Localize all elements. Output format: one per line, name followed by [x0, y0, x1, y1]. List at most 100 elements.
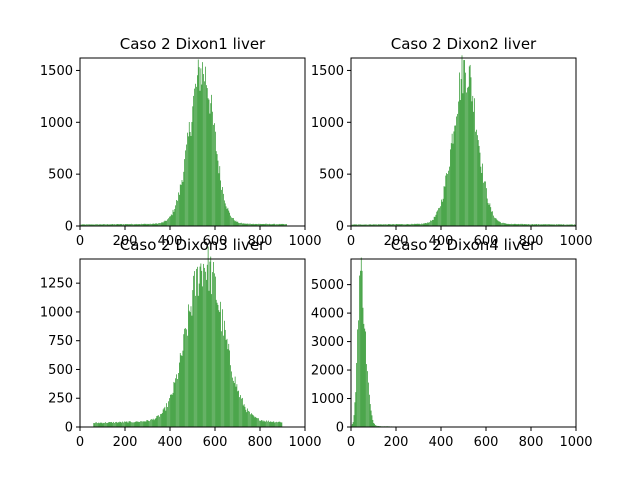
histogram-bar: [233, 220, 235, 226]
histogram-bar: [500, 222, 501, 226]
x-tick-label: 800: [248, 234, 273, 249]
x-axis-dixon1: 0 200 400 600 800 1000: [76, 226, 322, 249]
histogram-bar: [541, 224, 543, 226]
histogram-bar: [503, 222, 504, 226]
histogram-bar: [167, 407, 168, 427]
histogram-bar: [251, 414, 253, 427]
histogram-bar: [450, 149, 451, 226]
histogram-bar: [569, 224, 571, 226]
x-tick-label: 200: [113, 435, 138, 450]
histogram-bar: [210, 103, 212, 226]
histogram-bar: [192, 290, 194, 427]
histogram-bar: [226, 338, 228, 427]
histogram-bar: [198, 283, 200, 427]
x-axis-dixon4: 0 200 400 600 800 1000: [347, 427, 593, 450]
histogram-bar: [260, 420, 262, 427]
histogram-bar: [359, 224, 360, 226]
histogram-bar: [127, 224, 129, 226]
histogram-bar: [236, 384, 238, 427]
histogram-bar: [152, 419, 153, 427]
histogram-bar: [396, 224, 398, 226]
histogram-bar: [184, 159, 185, 226]
histogram-bar: [244, 406, 246, 427]
histogram-bar: [231, 371, 232, 427]
histogram-bar: [237, 221, 239, 226]
y-axis-dixon1: 0 500 1000 1500: [40, 64, 80, 235]
histogram-bars-dixon4: [351, 257, 396, 427]
histogram-bar: [531, 224, 533, 226]
histogram-bar: [384, 224, 385, 226]
histogram-bar: [402, 224, 403, 226]
histogram-bar: [241, 222, 242, 226]
histogram-bar: [103, 422, 104, 427]
histogram-bar: [528, 224, 529, 226]
histogram-bar: [549, 224, 551, 226]
histogram-bar: [176, 200, 177, 226]
histogram-bar: [375, 224, 376, 226]
histogram-bar: [233, 380, 234, 427]
histogram-bar: [353, 224, 355, 226]
histogram-bar: [231, 217, 232, 226]
histogram-bar: [186, 144, 187, 226]
histogram-bar: [196, 86, 197, 226]
histogram-bar: [453, 131, 455, 226]
y-tick-label: 1000: [311, 392, 344, 407]
histogram-bar: [111, 224, 113, 226]
histogram-bar: [542, 224, 544, 226]
histogram-bar: [366, 224, 367, 226]
histogram-bar: [212, 272, 213, 427]
histogram-bar: [183, 171, 185, 226]
histogram-bar: [468, 86, 469, 226]
histogram-bar: [486, 198, 488, 226]
histogram-bar: [104, 422, 105, 427]
histogram-bar: [351, 224, 353, 226]
histogram-bar: [495, 218, 496, 226]
histogram-bars-dixon1: [80, 59, 287, 227]
histogram-bar: [147, 420, 149, 427]
histogram-bar: [361, 224, 363, 226]
histogram-bar: [536, 224, 537, 226]
y-tick-label: 0: [336, 421, 344, 436]
histogram-bar: [94, 224, 95, 226]
histogram-bar: [439, 207, 440, 226]
histogram-bar: [400, 224, 402, 226]
histogram-bar: [269, 223, 270, 226]
histogram-bar: [163, 221, 165, 226]
histogram-bars-dixon2: [351, 55, 576, 227]
histogram-bar: [356, 362, 357, 427]
histogram-bar: [86, 224, 87, 226]
histogram-bar: [519, 224, 520, 226]
histogram-bar: [425, 223, 427, 226]
histogram-bar: [179, 353, 181, 427]
histogram-bar: [213, 262, 214, 427]
histogram-bar: [123, 224, 124, 226]
histogram-bar: [126, 224, 128, 226]
histogram-bar: [282, 223, 284, 226]
histogram-bar: [358, 224, 359, 226]
histogram-bar: [278, 421, 279, 427]
histogram-bar: [152, 223, 153, 226]
histogram-bar: [259, 420, 260, 427]
histogram-bar: [131, 422, 132, 427]
histogram-bar: [158, 223, 159, 226]
histogram-bar: [188, 122, 190, 226]
histogram-bar: [98, 224, 99, 226]
histogram-bar: [561, 224, 563, 226]
histogram-bar: [419, 223, 420, 226]
histogram-bar: [380, 224, 382, 226]
histogram-bar: [204, 267, 205, 427]
histogram-bar: [222, 309, 223, 427]
histogram-bar: [265, 223, 266, 226]
histogram-bar: [185, 328, 186, 427]
y-tick-label: 250: [48, 392, 73, 407]
histogram-bar: [170, 394, 172, 427]
histogram-bar: [274, 422, 275, 427]
histogram-bar: [462, 93, 464, 227]
histogram-bar: [275, 422, 276, 427]
histogram-bar: [535, 224, 537, 226]
histogram-bar: [97, 224, 98, 226]
histogram-bar: [175, 205, 176, 226]
histogram-bar: [448, 170, 449, 226]
histogram-bar: [121, 224, 122, 226]
